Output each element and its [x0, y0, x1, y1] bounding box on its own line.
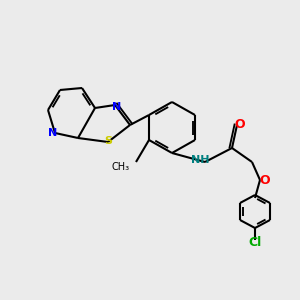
Text: S: S — [104, 136, 112, 146]
Text: NH: NH — [191, 155, 209, 165]
Text: O: O — [260, 173, 270, 187]
Text: Cl: Cl — [248, 236, 262, 250]
Text: N: N — [48, 128, 58, 138]
Text: CH₃: CH₃ — [112, 162, 130, 172]
Text: N: N — [112, 102, 122, 112]
Text: O: O — [235, 118, 245, 131]
